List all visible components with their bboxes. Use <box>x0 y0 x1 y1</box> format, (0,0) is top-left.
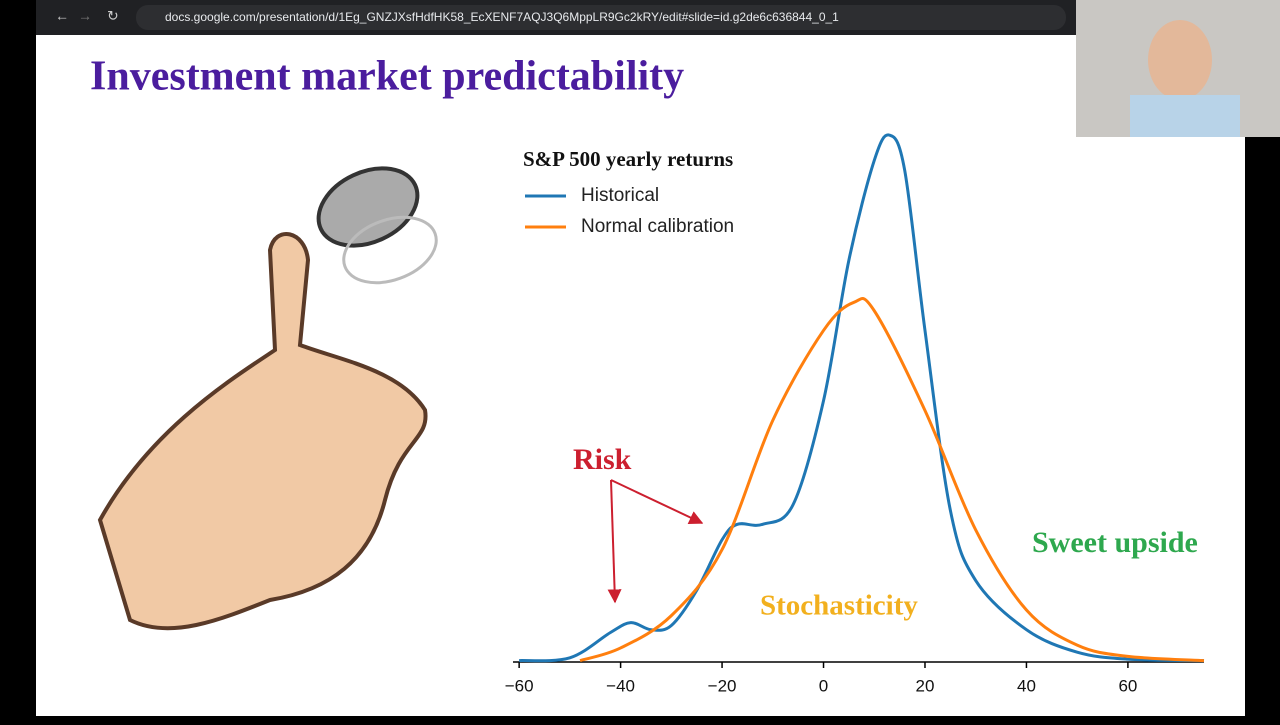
chart-title: S&P 500 yearly returns <box>523 147 733 171</box>
annotation-arrow <box>607 479 622 604</box>
address-bar[interactable] <box>136 5 1066 30</box>
x-tick-label: −60 <box>505 676 534 695</box>
x-tick-label: −20 <box>708 676 737 695</box>
x-tick-label: 60 <box>1118 676 1137 695</box>
webcam-shirt <box>1130 95 1240 137</box>
url: docs.google.com/presentation/d/1Eg_GNZJX… <box>165 10 839 24</box>
webcam-face <box>1148 20 1212 100</box>
x-tick-label: 0 <box>819 676 828 695</box>
annotation-arrow <box>610 479 704 524</box>
annotation: Sweet upside <box>1032 526 1198 559</box>
annotation: Stochasticity <box>760 590 918 622</box>
slide-title: Investment market predictability <box>90 54 684 100</box>
reload-button[interactable]: ↻ <box>107 8 119 24</box>
annotation: Risk <box>573 443 632 476</box>
x-tick-label: −40 <box>606 676 635 695</box>
line-series <box>579 297 1205 663</box>
legend-label: Normal calibration <box>581 216 734 237</box>
line-series <box>519 133 1205 663</box>
x-tick-label: 40 <box>1017 676 1036 695</box>
x-tick-label: 20 <box>916 676 935 695</box>
forward-button[interactable]: → <box>78 8 92 24</box>
back-button[interactable]: ← <box>55 8 69 24</box>
hand-illustration <box>97 166 438 631</box>
legend-label: Historical <box>581 185 659 206</box>
